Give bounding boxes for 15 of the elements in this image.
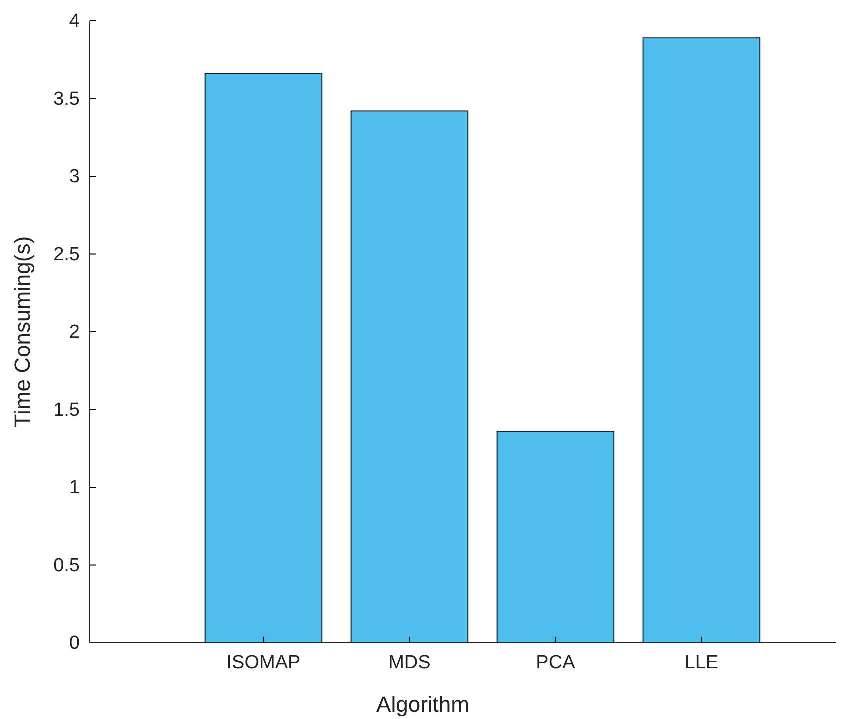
x-tick-label: ISOMAP [226,652,301,674]
x-axis-title: Algorithm [376,692,470,717]
y-tick-label: 3.5 [54,88,80,110]
x-tick-label: LLE [684,652,719,674]
x-tick-label: MDS [388,652,431,674]
y-tick-label: 4 [69,11,80,32]
y-tick-label: 0 [69,633,80,654]
y-tick-label: 2.5 [54,244,80,266]
y-tick-label: 1.5 [54,400,80,421]
x-tick-label: PCA [536,652,576,674]
y-tick-label: 1 [69,478,80,499]
y-tick-label: 0.5 [54,555,80,576]
y-tick-label: 2 [69,322,80,344]
y-axis-title: Time Consuming(s) [10,236,35,428]
y-tick-label: 3 [69,166,80,188]
